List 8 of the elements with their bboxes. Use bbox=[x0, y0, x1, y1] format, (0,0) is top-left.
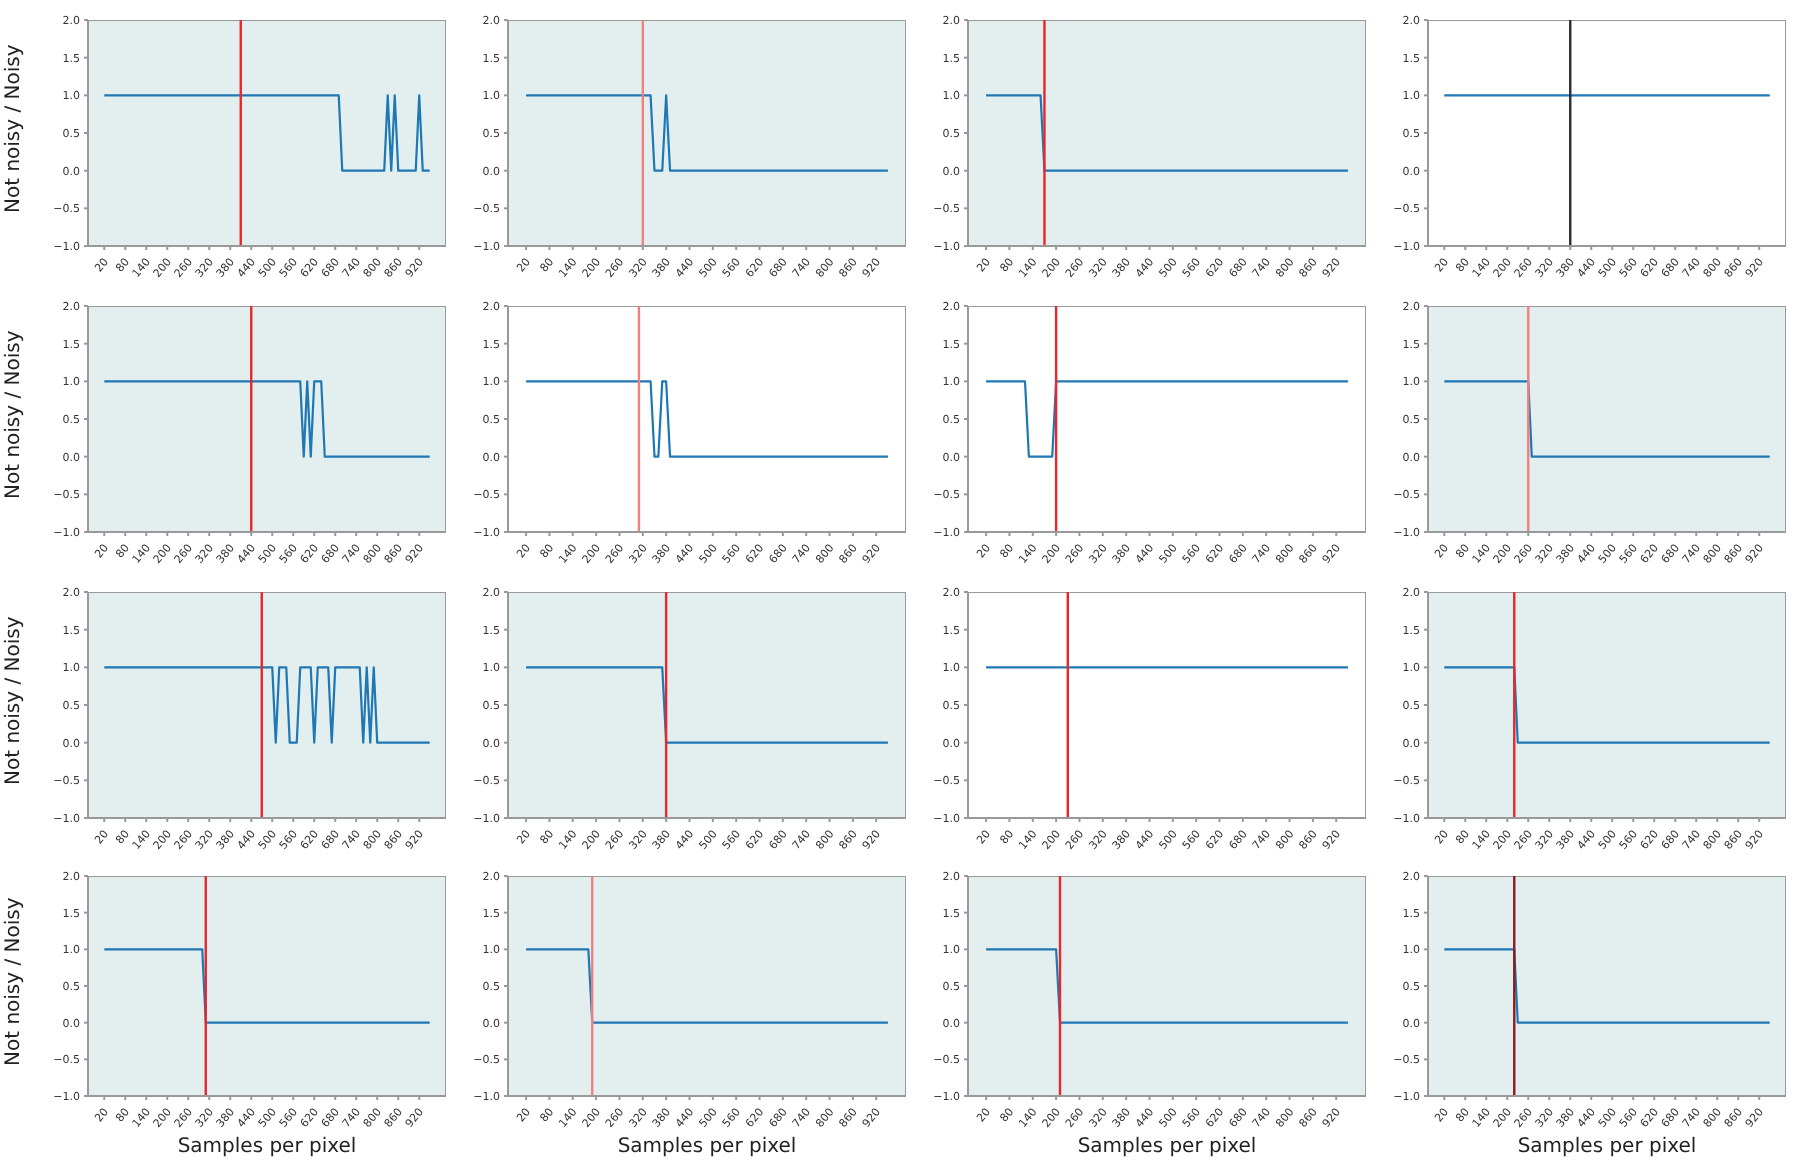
y-axis-title: Not noisy / Noisy bbox=[3, 330, 26, 499]
y-axis-title: Not noisy / Noisy bbox=[3, 616, 26, 785]
x-axis-title: Samples per pixel bbox=[177, 1136, 357, 1158]
x-axis-title: Samples per pixel bbox=[617, 1136, 797, 1158]
x-axis-title: Samples per pixel bbox=[1517, 1136, 1697, 1158]
x-axis-title: Samples per pixel bbox=[1077, 1136, 1257, 1158]
y-axis-title: Not noisy / Noisy bbox=[3, 44, 26, 213]
y-axis-title: Not noisy / Noisy bbox=[3, 897, 26, 1066]
